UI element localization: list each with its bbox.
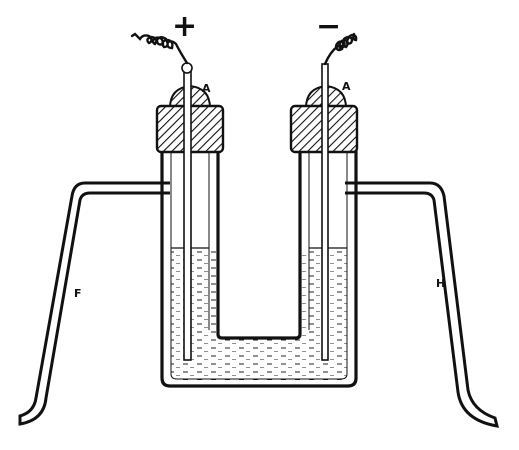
electrolyte-liquid — [171, 248, 347, 380]
cap-label-left: A — [202, 82, 211, 95]
leg-label-f: F — [74, 287, 82, 300]
left-electrode — [181, 62, 193, 361]
u-tube-outer-wall — [160, 150, 358, 388]
right-electrode — [321, 63, 329, 361]
leg-label-h: H — [436, 277, 445, 290]
stand-left-arm — [18, 181, 170, 426]
left-wire — [130, 32, 189, 65]
u-tube-inner-wall — [216, 152, 302, 340]
stand — [18, 181, 500, 428]
right-wire — [323, 32, 358, 66]
u-tube — [160, 150, 358, 388]
cap-label-right: A — [342, 80, 351, 93]
stand-right-arm — [345, 181, 500, 428]
plus-sign: + — [172, 9, 197, 44]
minus-sign: − — [316, 9, 341, 44]
